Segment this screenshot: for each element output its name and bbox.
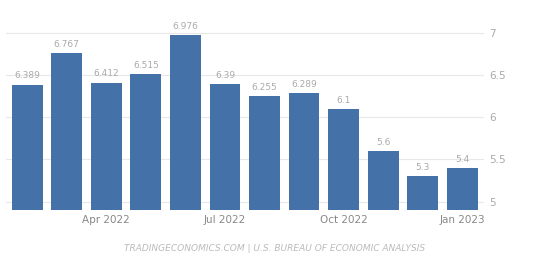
Text: 6.255: 6.255 bbox=[252, 83, 277, 92]
Text: 6.976: 6.976 bbox=[173, 22, 199, 31]
Text: 6.389: 6.389 bbox=[14, 71, 40, 80]
Bar bbox=[368, 151, 399, 256]
Bar bbox=[12, 84, 43, 256]
Bar bbox=[91, 83, 122, 256]
Bar bbox=[328, 109, 359, 256]
Text: 6.39: 6.39 bbox=[215, 71, 235, 80]
Text: 5.3: 5.3 bbox=[415, 163, 430, 172]
Text: 6.515: 6.515 bbox=[133, 61, 159, 70]
Text: 6.412: 6.412 bbox=[94, 69, 119, 78]
Bar bbox=[210, 84, 240, 256]
Text: 6.767: 6.767 bbox=[54, 39, 80, 49]
Text: 5.4: 5.4 bbox=[455, 155, 469, 164]
Bar bbox=[447, 168, 477, 256]
Bar bbox=[130, 74, 161, 256]
Text: TRADINGECONOMICS.COM | U.S. BUREAU OF ECONOMIC ANALYSIS: TRADINGECONOMICS.COM | U.S. BUREAU OF EC… bbox=[124, 244, 426, 253]
Bar bbox=[249, 96, 280, 256]
Bar bbox=[51, 53, 82, 256]
Bar bbox=[170, 35, 201, 256]
Bar bbox=[408, 176, 438, 256]
Text: 5.6: 5.6 bbox=[376, 138, 390, 147]
Text: 6.289: 6.289 bbox=[291, 80, 317, 89]
Text: 6.1: 6.1 bbox=[337, 96, 351, 105]
Bar bbox=[289, 93, 320, 256]
